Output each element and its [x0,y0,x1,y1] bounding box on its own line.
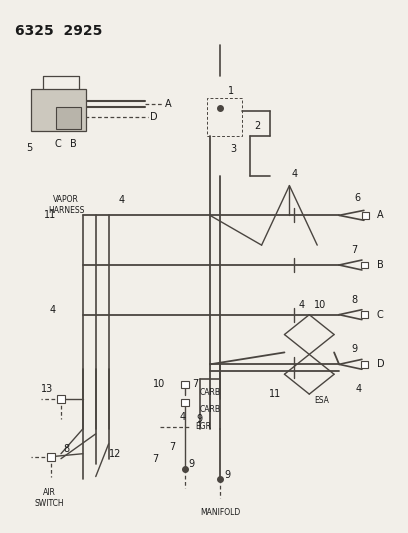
Text: 5: 5 [26,143,32,153]
Bar [362,212,369,219]
Text: 6325  2925: 6325 2925 [15,23,103,38]
Text: 3: 3 [230,144,236,154]
Text: 13: 13 [41,384,53,394]
Text: 4: 4 [50,305,56,314]
Text: 9: 9 [225,470,231,480]
Bar [361,361,368,368]
Text: 11: 11 [44,211,56,220]
Text: 7: 7 [152,454,158,464]
Text: 4: 4 [298,300,304,310]
Text: 7: 7 [192,379,198,389]
Bar [57,395,65,403]
Bar [181,399,189,406]
Bar [56,107,81,129]
Text: CARB: CARB [200,387,221,397]
Text: 11: 11 [269,389,282,399]
Text: 8: 8 [63,444,69,454]
Bar [181,381,189,387]
Text: 10: 10 [153,379,165,389]
Text: D: D [151,112,158,122]
Text: C: C [377,310,384,320]
Text: VAPOR
HARNESS: VAPOR HARNESS [48,196,84,215]
Text: 9: 9 [196,414,202,424]
Bar [361,311,368,318]
Text: C: C [55,139,61,149]
Text: 4: 4 [356,384,362,394]
Text: 4: 4 [291,168,297,179]
Bar [31,89,86,131]
Text: 12: 12 [109,449,121,459]
Text: 7: 7 [351,245,357,255]
Bar [361,262,368,269]
Text: 9: 9 [188,458,194,469]
Text: EGR: EGR [195,422,211,431]
Bar [47,453,55,461]
Text: 1: 1 [228,86,234,96]
Text: 4: 4 [179,412,185,422]
Text: AIR
SWITCH: AIR SWITCH [34,488,64,508]
Text: 6: 6 [354,193,360,204]
Text: 2: 2 [255,121,261,131]
Text: A: A [165,99,172,109]
Text: 8: 8 [351,295,357,305]
Text: CARB: CARB [200,405,221,414]
Text: A: A [377,211,384,220]
Text: B: B [377,260,384,270]
Text: 7: 7 [169,442,175,452]
Text: D: D [377,359,384,369]
Text: 4: 4 [119,196,125,205]
Text: 10: 10 [314,300,326,310]
Text: B: B [69,139,76,149]
Bar [207,98,242,136]
Text: MANIFOLD: MANIFOLD [200,508,240,518]
Text: ESA: ESA [314,396,329,405]
Text: 9: 9 [351,344,357,354]
